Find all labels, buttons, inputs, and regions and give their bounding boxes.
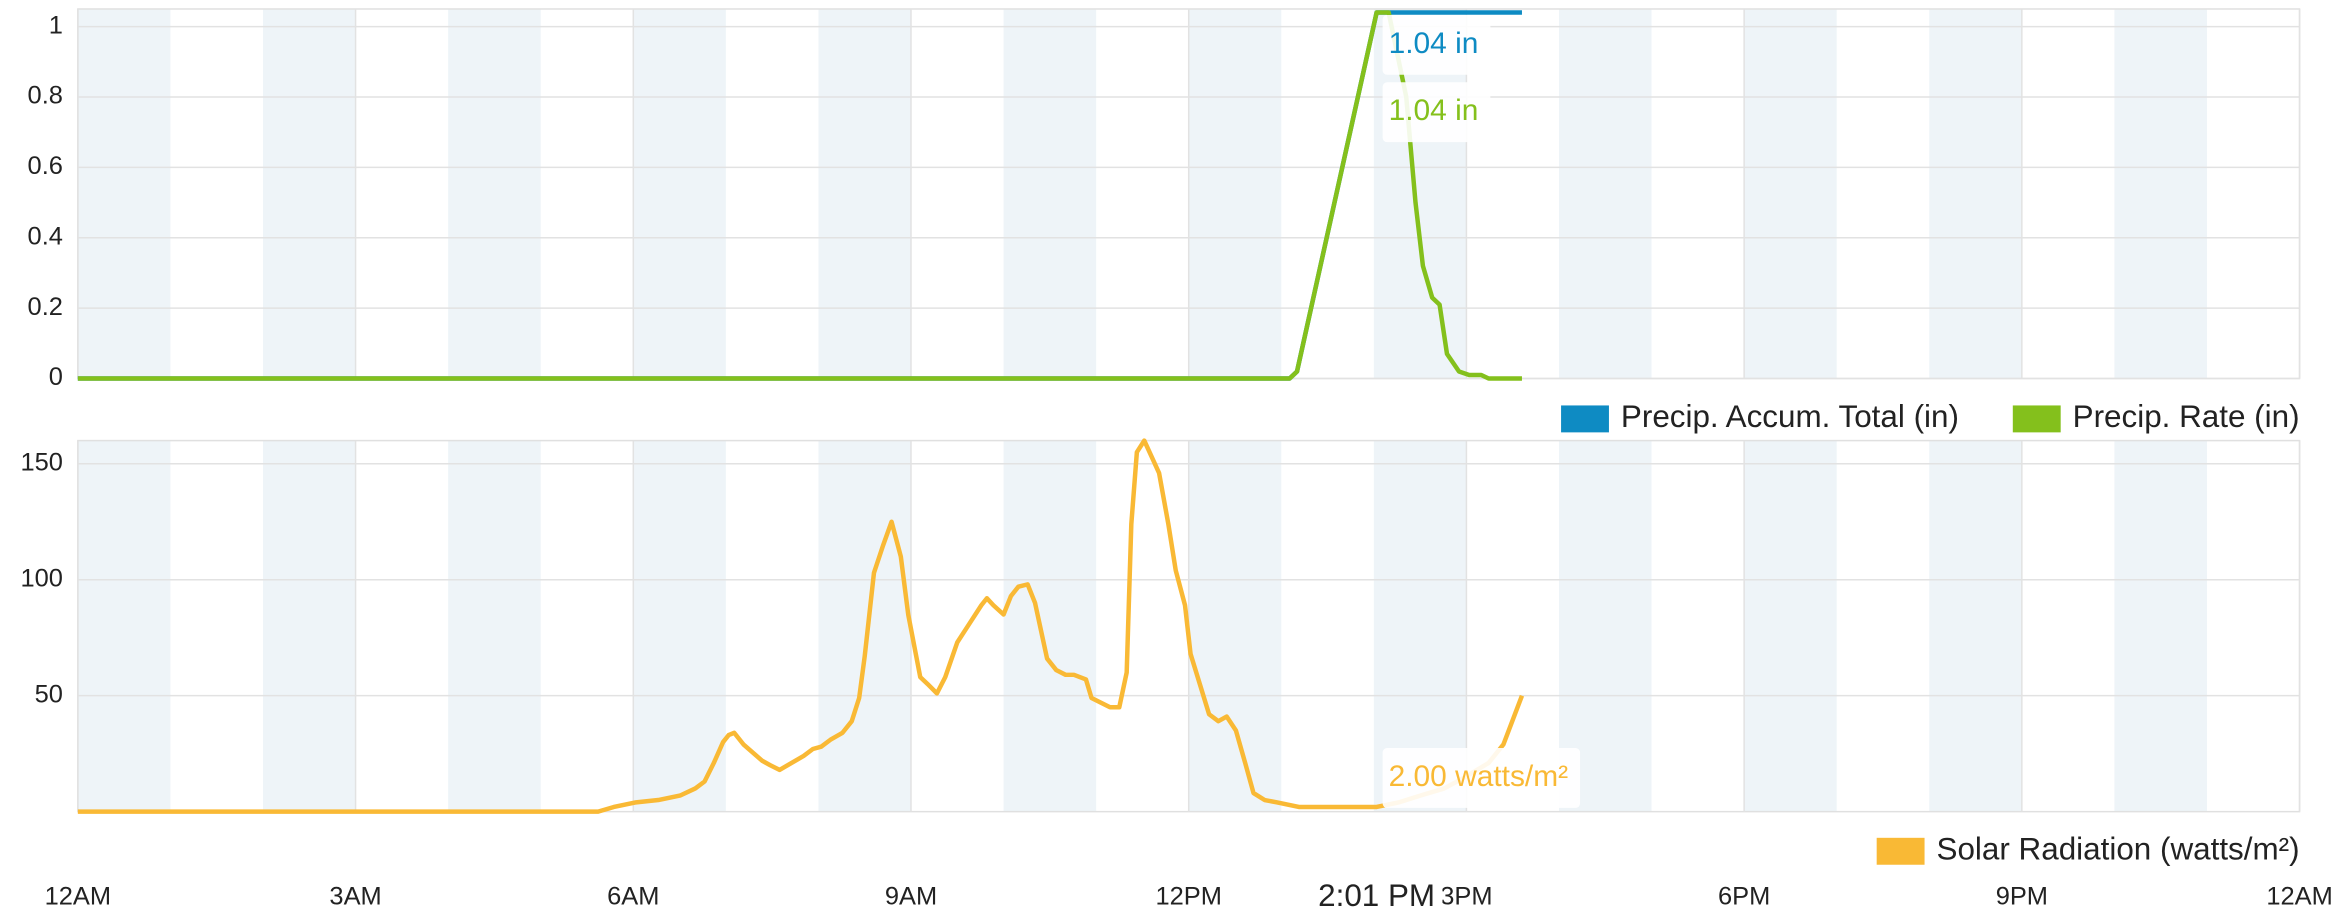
hour-band	[1744, 8, 1837, 379]
hour-band	[1744, 440, 1837, 812]
y-tick-label: 0	[49, 363, 63, 391]
tooltip-bg	[1382, 14, 1491, 75]
x-tick-label: 12PM	[1155, 882, 1221, 910]
hour-band	[448, 440, 541, 812]
hour-band	[448, 8, 541, 379]
hour-band	[818, 440, 911, 812]
hour-band	[2114, 8, 2207, 379]
series-line	[77, 438, 1525, 814]
legend-swatch	[2012, 405, 2061, 433]
x-tick-label: 6AM	[607, 882, 659, 910]
y-tick-label: 150	[20, 449, 62, 477]
legend-label: Solar Radiation (watts/m²)	[1937, 832, 2300, 867]
tooltip-text: 2.00 watts/m²	[1389, 760, 1569, 793]
legend-label: Precip. Accum. Total (in)	[1621, 399, 1959, 434]
cursor-label-bg	[1310, 878, 1443, 918]
y-tick-label: 0.6	[28, 152, 63, 180]
y-tick-label: 0.2	[28, 293, 63, 321]
hour-band	[1929, 440, 2022, 812]
x-tick-label: 9PM	[1996, 882, 2048, 910]
hour-band	[818, 8, 911, 379]
hour-band	[1188, 440, 1282, 812]
hour-band	[1558, 8, 1652, 379]
hour-band	[1929, 8, 2022, 379]
tooltip-text: 1.04 in	[1389, 27, 1479, 60]
legend-label: Precip. Rate (in)	[2073, 399, 2300, 434]
hour-band	[1003, 440, 1097, 812]
cursor-label: 2:01 PM	[1318, 878, 1435, 913]
hour-band	[633, 440, 726, 812]
tooltip-bg	[1382, 748, 1581, 808]
y-tick-label: 50	[35, 680, 63, 708]
x-tick-label: 12AM	[45, 882, 111, 910]
tooltip-bg	[1382, 82, 1491, 143]
y-tick-label: 0.8	[28, 82, 63, 110]
series-line	[77, 10, 1522, 381]
hour-band	[263, 8, 356, 379]
hour-band	[77, 440, 171, 812]
hour-band	[1188, 8, 1282, 379]
hour-band	[263, 440, 356, 812]
x-tick-label: 6PM	[1718, 882, 1770, 910]
tooltip-text: 1.04 in	[1389, 94, 1479, 127]
hour-band	[1003, 8, 1097, 379]
hour-band	[633, 8, 726, 379]
legend-swatch	[1876, 837, 1925, 865]
y-tick-label: 1	[49, 11, 63, 39]
y-tick-label: 100	[20, 564, 62, 592]
x-tick-label: 3AM	[329, 882, 381, 910]
y-tick-label: 0.4	[28, 222, 63, 250]
legend-swatch	[1561, 405, 1609, 433]
x-tick-label: 3PM	[1440, 882, 1492, 910]
x-tick-label: 9AM	[885, 882, 937, 910]
hour-band	[2114, 440, 2207, 812]
x-tick-label: 12AM	[2266, 882, 2332, 910]
hour-band	[77, 8, 171, 379]
